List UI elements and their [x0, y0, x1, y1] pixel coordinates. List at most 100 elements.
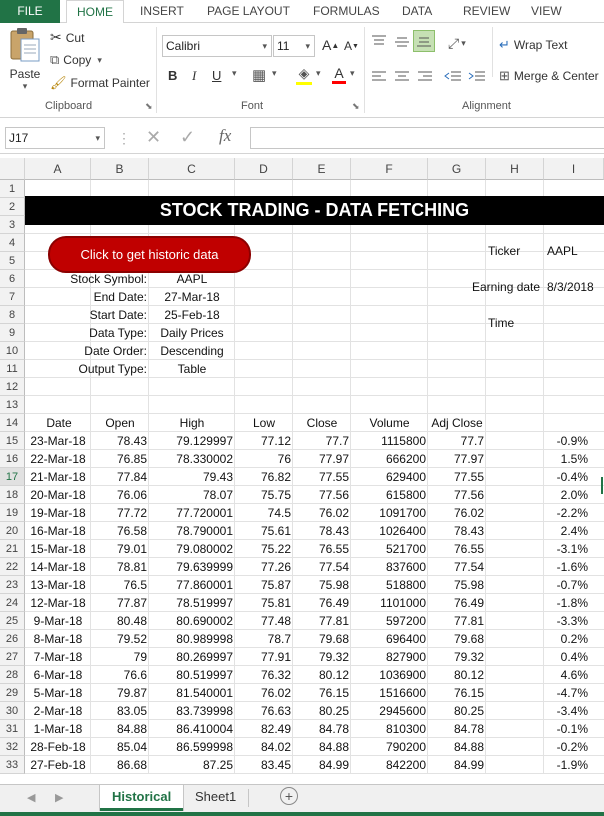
- table-cell[interactable]: 837600: [385, 560, 426, 574]
- table-cell[interactable]: 1516600: [379, 686, 426, 700]
- row-header[interactable]: 13: [0, 396, 25, 414]
- row-header[interactable]: 23: [0, 576, 25, 594]
- parameter-value[interactable]: AAPL: [176, 272, 208, 286]
- table-cell[interactable]: 518800: [385, 578, 426, 592]
- table-cell[interactable]: 78.7: [267, 632, 291, 646]
- wrap-text-button[interactable]: ↵ Wrap Text: [499, 37, 567, 53]
- table-cell[interactable]: 76.55: [453, 542, 484, 556]
- table-cell[interactable]: 80.690002: [176, 614, 233, 628]
- tab-data[interactable]: DATA: [402, 4, 433, 18]
- select-all-corner[interactable]: [0, 158, 25, 180]
- row-header[interactable]: 3: [0, 216, 25, 234]
- table-cell[interactable]: 77.56: [318, 488, 349, 502]
- table-cell[interactable]: 7-Mar-18: [33, 650, 83, 664]
- parameter-value[interactable]: 27-Mar-18: [164, 290, 220, 304]
- table-cell[interactable]: 19-Mar-18: [30, 506, 86, 520]
- table-cell[interactable]: 77.91: [260, 650, 291, 664]
- row-header[interactable]: 26: [0, 630, 25, 648]
- tab-formulas[interactable]: FORMULAS: [313, 4, 380, 18]
- table-cell[interactable]: 77.860001: [176, 578, 233, 592]
- table-cell[interactable]: 6-Mar-18: [33, 668, 83, 682]
- dialog-launcher-icon[interactable]: ⬊: [145, 101, 153, 111]
- table-cell[interactable]: 80.269997: [176, 650, 233, 664]
- row-header[interactable]: 1: [0, 180, 25, 198]
- table-cell[interactable]: 629400: [385, 470, 426, 484]
- table-cell[interactable]: 21-Mar-18: [30, 470, 86, 484]
- table-cell[interactable]: 76.32: [260, 668, 291, 682]
- increase-indent-icon[interactable]: [468, 70, 486, 84]
- row-header[interactable]: 27: [0, 648, 25, 666]
- table-cell[interactable]: 79.129997: [176, 434, 233, 448]
- row-header[interactable]: 2: [0, 198, 25, 216]
- fill-color-button[interactable]: ◈: [296, 65, 312, 85]
- change-percent-cell[interactable]: -3.1%: [556, 542, 588, 556]
- table-cell[interactable]: 5-Mar-18: [33, 686, 83, 700]
- align-middle-icon[interactable]: [394, 35, 410, 49]
- table-cell[interactable]: 77.54: [318, 560, 349, 574]
- row-header[interactable]: 8: [0, 306, 25, 324]
- table-cell[interactable]: 80.25: [318, 704, 349, 718]
- table-cell[interactable]: 76.49: [318, 596, 349, 610]
- table-cell[interactable]: 84.78: [318, 722, 349, 736]
- table-cell[interactable]: 79.68: [453, 632, 484, 646]
- change-percent-cell[interactable]: -0.1%: [556, 722, 588, 736]
- table-cell[interactable]: 20-Mar-18: [30, 488, 86, 502]
- table-cell[interactable]: 76.02: [318, 506, 349, 520]
- row-header[interactable]: 5: [0, 252, 25, 270]
- table-cell[interactable]: 23-Mar-18: [30, 434, 86, 448]
- row-header[interactable]: 6: [0, 270, 25, 288]
- table-cell[interactable]: 77.12: [260, 434, 291, 448]
- change-percent-cell[interactable]: 4.6%: [560, 668, 588, 682]
- table-cell[interactable]: 85.04: [116, 740, 147, 754]
- merge-center-button[interactable]: ⊞ Merge & Center: [499, 68, 599, 84]
- font-size-dropdown[interactable]: 11 ▾: [273, 35, 315, 57]
- table-cell[interactable]: 79.43: [202, 470, 233, 484]
- row-header[interactable]: 32: [0, 738, 25, 756]
- tab-home[interactable]: HOME: [66, 0, 124, 24]
- dialog-launcher-icon[interactable]: ⬊: [352, 101, 360, 111]
- align-bottom-button[interactable]: [413, 30, 435, 52]
- table-cell[interactable]: 80.989998: [176, 632, 233, 646]
- table-cell[interactable]: 13-Mar-18: [30, 578, 86, 592]
- scroll-right-icon[interactable]: ▶: [55, 792, 64, 804]
- table-cell[interactable]: 77.26: [260, 560, 291, 574]
- insert-function-icon[interactable]: fx: [219, 126, 232, 145]
- worksheet[interactable]: A B C D E F G H I 1 2 3 4 5 6 7 8 9 10 11 12 13 14 15 1…: [0, 158, 604, 784]
- table-cell[interactable]: 75.98: [318, 578, 349, 592]
- table-cell[interactable]: 77.55: [453, 470, 484, 484]
- column-header-a[interactable]: A: [25, 158, 91, 180]
- table-cell[interactable]: 77.7: [460, 434, 484, 448]
- row-header[interactable]: 14: [0, 414, 25, 432]
- parameter-value[interactable]: Table: [177, 362, 207, 376]
- change-percent-cell[interactable]: 2.4%: [560, 524, 588, 538]
- table-cell[interactable]: 76.6: [123, 668, 147, 682]
- row-header[interactable]: 9: [0, 324, 25, 342]
- table-cell[interactable]: 77.72: [116, 506, 147, 520]
- chevron-down-icon[interactable]: ▾: [272, 68, 277, 78]
- table-cell[interactable]: 83.05: [116, 704, 147, 718]
- table-cell[interactable]: 76: [277, 452, 291, 466]
- table-cell[interactable]: 78.519997: [176, 596, 233, 610]
- row-header[interactable]: 16: [0, 450, 25, 468]
- grow-font-button[interactable]: A ▲: [322, 37, 340, 53]
- table-cell[interactable]: 84.88: [453, 740, 484, 754]
- align-left-icon[interactable]: [371, 70, 387, 84]
- active-cell-marker[interactable]: [601, 477, 604, 494]
- table-cell[interactable]: 15-Mar-18: [30, 542, 86, 556]
- confirm-icon[interactable]: ✓: [180, 127, 196, 147]
- column-header-e[interactable]: E: [293, 158, 351, 180]
- table-cell[interactable]: 78.07: [202, 488, 233, 502]
- table-cell[interactable]: 77.7: [325, 434, 349, 448]
- tab-review[interactable]: REVIEW: [463, 4, 511, 18]
- parameter-value[interactable]: Daily Prices: [160, 326, 224, 340]
- table-cell[interactable]: 76.63: [260, 704, 291, 718]
- row-header[interactable]: 17: [0, 468, 25, 486]
- row-header[interactable]: 30: [0, 702, 25, 720]
- table-cell[interactable]: 75.22: [260, 542, 291, 556]
- table-cell[interactable]: 76.02: [453, 506, 484, 520]
- table-cell[interactable]: 2945600: [379, 704, 426, 718]
- table-cell[interactable]: 75.75: [260, 488, 291, 502]
- change-percent-cell[interactable]: 0.2%: [560, 632, 588, 646]
- table-cell[interactable]: 84.99: [453, 758, 484, 772]
- font-color-button[interactable]: A: [332, 65, 346, 84]
